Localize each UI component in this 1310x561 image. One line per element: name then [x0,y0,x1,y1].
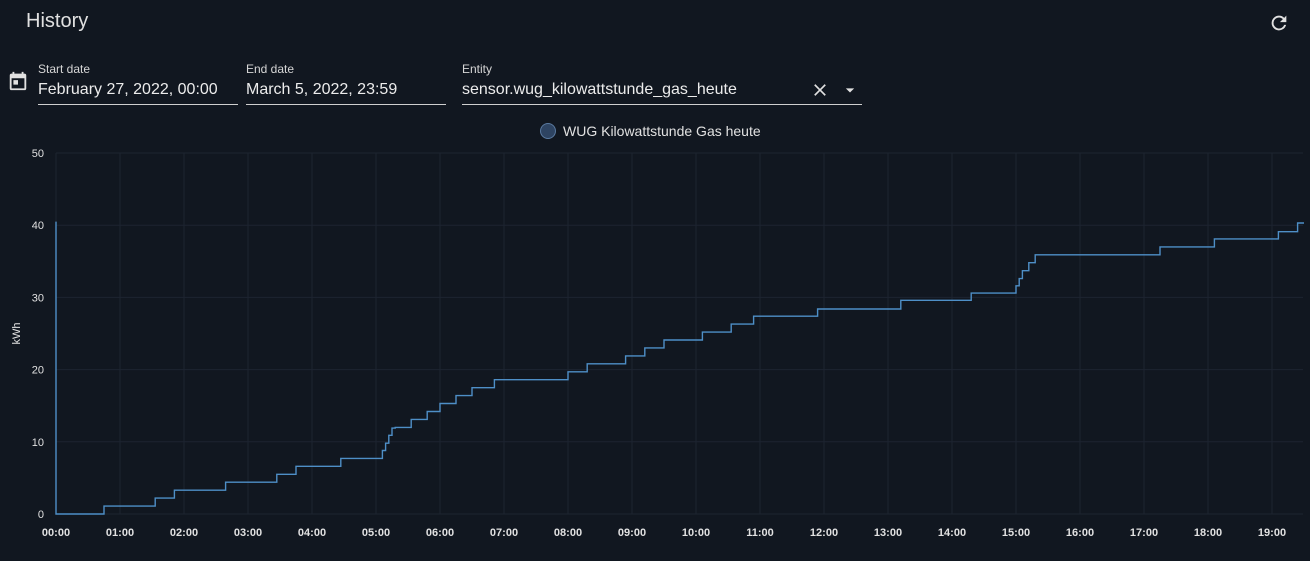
start-date-label: Start date [38,62,91,76]
caret-down-icon[interactable] [840,80,860,100]
y-tick-label: 40 [32,220,44,232]
page-title: History [26,10,89,32]
x-tick-label: 17:00 [1130,527,1158,539]
close-icon[interactable] [810,80,830,100]
x-tick-label: 00:00 [42,527,70,539]
x-tick-label: 05:00 [362,527,390,539]
refresh-icon[interactable] [1268,12,1290,34]
start-date-field[interactable]: Start date February 27, 2022, 00:00 [38,62,238,105]
x-tick-label: 01:00 [106,527,134,539]
y-axis-label: kWh [11,323,23,345]
top-bar: History [0,0,1310,48]
y-tick-label: 50 [32,148,44,160]
x-tick-label: 04:00 [298,527,326,539]
end-date-label: End date [246,62,295,76]
end-date-field[interactable]: End date March 5, 2022, 23:59 [246,62,446,105]
history-chart: 0 10 20 30 40 50 00:00 01:00 02:00 03:00 04:00 05:0… [11,148,1304,539]
series-line [55,221,1304,515]
legend-label: WUG Kilowattstunde Gas heute [563,123,761,139]
end-date-value[interactable]: March 5, 2022, 23:59 [246,81,398,98]
x-tick-label: 18:00 [1194,527,1222,539]
x-tick-label: 08:00 [554,527,582,539]
x-tick-label: 16:00 [1066,527,1094,539]
x-tick-label: 14:00 [938,527,966,539]
x-tick-label: 10:00 [682,527,710,539]
x-tick-label: 07:00 [490,527,518,539]
calendar-icon[interactable] [7,70,29,92]
entity-picker[interactable]: Entity sensor.wug_kilowattstunde_gas_heu… [462,62,862,105]
x-tick-label: 06:00 [426,527,454,539]
entity-label: Entity [462,62,493,76]
y-tick-label: 20 [32,365,44,377]
x-tick-label: 15:00 [1002,527,1030,539]
y-tick-label: 10 [32,437,44,449]
start-date-value[interactable]: February 27, 2022, 00:00 [38,81,218,98]
y-tick-label: 30 [32,292,44,304]
x-tick-label: 12:00 [810,527,838,539]
x-tick-label: 02:00 [170,527,198,539]
y-tick-label: 0 [38,509,44,521]
legend-swatch [540,123,556,139]
x-tick-label: 13:00 [874,527,902,539]
x-tick-label: 03:00 [234,527,262,539]
x-tick-label: 19:00 [1258,527,1286,539]
entity-value[interactable]: sensor.wug_kilowattstunde_gas_heute [462,81,737,98]
chart-legend-item[interactable]: WUG Kilowattstunde Gas heute [540,121,761,141]
x-tick-label: 11:00 [746,527,774,539]
x-tick-label: 09:00 [618,527,646,539]
